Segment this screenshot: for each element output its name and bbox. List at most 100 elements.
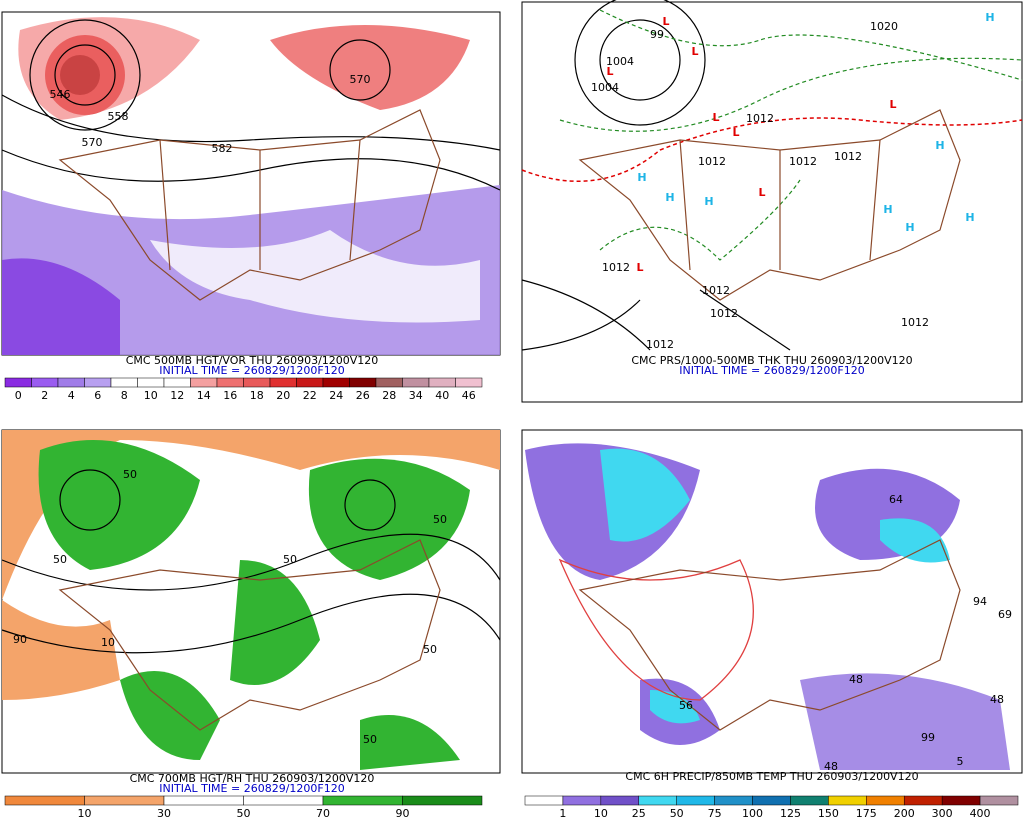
colorbar-label: 2 — [41, 389, 48, 402]
colorbar-swatch — [4, 795, 85, 806]
contour-label: 99 — [921, 731, 935, 744]
initial-time: INITIAL TIME = 260829/1200F120 — [159, 364, 344, 377]
colorbar-label: 8 — [121, 389, 128, 402]
colorbar-label: 14 — [197, 389, 211, 402]
panel-title: CMC 6H PRECIP/850MB TEMP THU 260903/1200… — [625, 770, 918, 783]
colorbar-label: 200 — [894, 807, 915, 819]
colorbar-swatch — [752, 795, 791, 806]
pressure-center: L — [758, 186, 765, 199]
colorbar-label: 10 — [78, 807, 92, 819]
colorbar-label: 75 — [708, 807, 722, 819]
colorbar-swatch — [828, 795, 867, 806]
contour-label: 94 — [973, 595, 987, 608]
contour-label: 69 — [998, 608, 1012, 621]
colorbar-swatch — [322, 377, 350, 388]
pressure-center: H — [704, 195, 713, 208]
contour-label: 546 — [50, 88, 71, 101]
colorbar-swatch — [714, 795, 753, 806]
pressure-center: H — [883, 203, 892, 216]
colorbar-swatch — [402, 377, 430, 388]
pressure-center: H — [905, 221, 914, 234]
colorbar-label: 20 — [276, 389, 290, 402]
pressure-center: H — [985, 11, 994, 24]
pressure-center: H — [935, 139, 944, 152]
colorbar-swatch — [163, 377, 191, 388]
map-surface-pressure — [521, 0, 1023, 403]
contour-label: 50 — [123, 468, 137, 481]
colorbar-swatch — [110, 377, 138, 388]
colorbar-swatch — [903, 795, 943, 806]
colorbar-swatch — [638, 795, 677, 806]
colorbar-swatch — [296, 377, 324, 388]
colorbar-label: 6 — [94, 389, 101, 402]
colorbar-swatch — [455, 377, 483, 388]
contour-label: 558 — [108, 110, 129, 123]
colorbar-swatch — [137, 377, 165, 388]
contour-label: 48 — [849, 673, 863, 686]
contour-label: 582 — [212, 142, 233, 155]
colorbar-label: 150 — [818, 807, 839, 819]
panel-title: CMC 500MB HGT/VOR THU 260903/1200V120 — [126, 354, 379, 367]
colorbar-swatch — [979, 795, 1019, 806]
contour-label: 10 — [101, 636, 115, 649]
contour-label: 570 — [82, 136, 103, 149]
colorbar-swatch — [243, 795, 324, 806]
colorbar-swatch — [941, 795, 981, 806]
colorbar-label: 26 — [356, 389, 370, 402]
pressure-center: H — [637, 171, 646, 184]
colorbar-swatch — [600, 795, 640, 806]
colorbar-label: 100 — [742, 807, 763, 819]
colorbar-swatch — [428, 377, 456, 388]
colorbar-swatch — [676, 795, 715, 806]
contour-label: 570 — [350, 73, 371, 86]
colorbar-label: 10 — [594, 807, 608, 819]
colorbar-label: 90 — [396, 807, 410, 819]
contour-label: 1012 — [710, 307, 738, 320]
colorbar-swatch — [84, 795, 165, 806]
colorbar-label: 50 — [237, 807, 251, 819]
contour-label: 1012 — [746, 112, 774, 125]
contour-label: 48 — [824, 760, 838, 773]
colorbar-swatch — [84, 377, 112, 388]
map-700mb — [1, 429, 501, 774]
colorbar-label: 16 — [223, 389, 237, 402]
colorbar-swatch — [269, 377, 297, 388]
colorbar-label: 70 — [316, 807, 330, 819]
contour-label: 56 — [679, 699, 693, 712]
contour-label: 50 — [363, 733, 377, 746]
colorbar-swatch — [190, 377, 218, 388]
panel-title: CMC PRS/1000-500MB THK THU 260903/1200V1… — [631, 354, 912, 367]
colorbar-label: 10 — [144, 389, 158, 402]
colorbar-swatch — [322, 795, 403, 806]
colorbar-swatch — [216, 377, 244, 388]
colorbar-swatch — [375, 377, 403, 388]
colorbar-label: 46 — [462, 389, 476, 402]
contour-label: 50 — [423, 643, 437, 656]
contour-label: 1012 — [698, 155, 726, 168]
colorbar-label: 18 — [250, 389, 264, 402]
contour-label: 50 — [433, 513, 447, 526]
pressure-center: L — [712, 111, 719, 124]
map-500mb — [1, 11, 501, 356]
contour-label: 5 — [957, 755, 964, 768]
panel-title: CMC 700MB HGT/RH THU 260903/1200V120 — [130, 772, 375, 785]
colorbar-swatch — [524, 795, 564, 806]
contour-label: 90 — [13, 633, 27, 646]
colorbar-label: 175 — [856, 807, 877, 819]
contour-label: 50 — [53, 553, 67, 566]
colorbar-label: 28 — [382, 389, 396, 402]
colorbar-label: 12 — [170, 389, 184, 402]
contour-label: 1004 — [591, 81, 619, 94]
colorbar-swatch — [31, 377, 59, 388]
contour-label: 1012 — [646, 338, 674, 351]
contour-label: 1012 — [702, 284, 730, 297]
colorbar-label: 400 — [970, 807, 991, 819]
colorbar-label: 0 — [15, 389, 22, 402]
pressure-center: L — [636, 261, 643, 274]
colorbar-label: 22 — [303, 389, 317, 402]
colorbar-swatch — [790, 795, 829, 806]
colorbar-label: 40 — [435, 389, 449, 402]
colorbar-swatch — [163, 795, 244, 806]
contour-label: 99 — [650, 28, 664, 41]
